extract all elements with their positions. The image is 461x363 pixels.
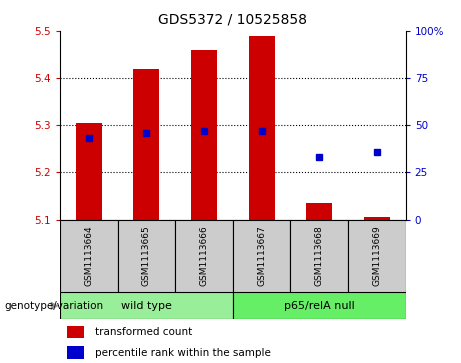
Bar bbox=[348, 220, 406, 292]
Text: GSM1113667: GSM1113667 bbox=[257, 225, 266, 286]
Text: genotype/variation: genotype/variation bbox=[5, 301, 104, 311]
Text: percentile rank within the sample: percentile rank within the sample bbox=[95, 347, 271, 358]
Bar bbox=[67, 346, 84, 359]
Text: GSM1113668: GSM1113668 bbox=[315, 225, 324, 286]
Bar bbox=[306, 203, 332, 220]
Bar bbox=[364, 217, 390, 220]
Bar bbox=[133, 69, 160, 220]
Text: GSM1113666: GSM1113666 bbox=[200, 225, 208, 286]
Bar bbox=[233, 220, 290, 292]
Text: GSM1113665: GSM1113665 bbox=[142, 225, 151, 286]
Bar bbox=[233, 292, 406, 319]
Bar bbox=[76, 123, 102, 220]
Bar bbox=[290, 220, 348, 292]
Bar bbox=[118, 220, 175, 292]
Bar bbox=[248, 36, 275, 220]
Bar bbox=[60, 220, 118, 292]
Title: GDS5372 / 10525858: GDS5372 / 10525858 bbox=[158, 13, 307, 27]
Polygon shape bbox=[51, 301, 59, 310]
Text: wild type: wild type bbox=[121, 301, 172, 311]
Bar bbox=[191, 50, 217, 220]
Bar bbox=[175, 220, 233, 292]
Text: p65/relA null: p65/relA null bbox=[284, 301, 355, 311]
Text: GSM1113664: GSM1113664 bbox=[84, 225, 93, 286]
Bar bbox=[67, 326, 84, 338]
Bar bbox=[60, 292, 233, 319]
Text: GSM1113669: GSM1113669 bbox=[372, 225, 381, 286]
Text: transformed count: transformed count bbox=[95, 327, 192, 337]
